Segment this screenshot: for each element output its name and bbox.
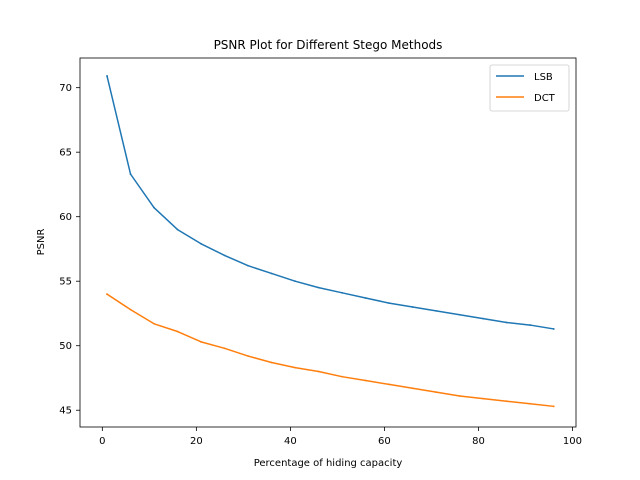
data-point-lsb xyxy=(529,324,532,326)
data-point-dct xyxy=(482,397,485,400)
y-tick-label: 70 xyxy=(59,83,72,94)
data-point-dct xyxy=(129,308,132,311)
x-tick-label: 20 xyxy=(190,436,203,447)
data-point-dct xyxy=(247,355,249,357)
data-point-lsb xyxy=(458,313,461,316)
plot-area xyxy=(80,58,576,427)
data-point-dct xyxy=(435,391,438,394)
series-layer xyxy=(105,75,555,408)
legend-label-lsb: LSB xyxy=(534,72,553,83)
y-tick-label: 45 xyxy=(59,406,72,417)
y-axis-label: PSNR xyxy=(36,229,47,256)
x-tick-label: 0 xyxy=(99,436,105,447)
data-point-dct xyxy=(176,330,179,333)
data-point-lsb xyxy=(200,242,202,245)
data-point-dct xyxy=(411,387,414,390)
data-point-dct xyxy=(317,370,320,373)
y-tick-label: 65 xyxy=(59,148,72,159)
data-point-dct xyxy=(153,322,155,325)
x-axis-ticks: 0 20 40 60 80 100 xyxy=(99,427,582,447)
data-point-lsb xyxy=(247,264,249,267)
data-point-lsb xyxy=(505,321,508,324)
data-point-lsb xyxy=(129,173,132,176)
data-point-lsb xyxy=(153,206,155,209)
data-point-dct xyxy=(388,383,391,386)
data-point-dct xyxy=(552,405,555,408)
data-point-dct xyxy=(270,361,273,364)
chart-title: PSNR Plot for Different Stego Methods xyxy=(214,38,443,52)
x-axis-label: Percentage of hiding capacity xyxy=(254,458,403,469)
y-tick-label: 55 xyxy=(59,277,72,288)
data-point-lsb xyxy=(411,306,414,308)
series-line-dct xyxy=(105,293,555,408)
data-point-dct xyxy=(106,293,108,296)
data-point-dct xyxy=(505,400,508,403)
data-point-lsb xyxy=(364,297,367,299)
data-point-dct xyxy=(294,366,296,369)
y-axis-ticks: 45 50 55 60 65 70 xyxy=(59,83,80,417)
data-point-dct xyxy=(458,395,461,397)
x-tick-label: 60 xyxy=(378,436,391,447)
data-point-lsb xyxy=(388,302,391,305)
data-point-dct xyxy=(529,402,532,405)
data-point-lsb xyxy=(270,272,273,275)
series-line-lsb xyxy=(106,75,555,330)
legend: LSB DCT xyxy=(489,64,570,112)
data-point-lsb xyxy=(223,254,226,257)
data-point-dct xyxy=(341,375,343,378)
data-point-lsb xyxy=(482,317,485,320)
x-tick-label: 100 xyxy=(563,436,582,447)
data-point-dct xyxy=(223,347,226,350)
data-point-dct xyxy=(364,379,367,382)
data-point-lsb xyxy=(341,291,343,294)
data-point-lsb xyxy=(317,286,320,289)
legend-box xyxy=(489,64,570,112)
data-point-lsb xyxy=(176,228,179,231)
data-point-lsb xyxy=(552,328,555,330)
data-point-dct xyxy=(200,340,202,343)
data-point-lsb xyxy=(106,75,108,77)
x-tick-label: 40 xyxy=(284,436,297,447)
plot-frame xyxy=(79,57,577,428)
y-tick-label: 60 xyxy=(59,212,72,223)
data-point-lsb xyxy=(435,309,438,312)
legend-label-dct: DCT xyxy=(534,93,556,104)
data-point-lsb xyxy=(294,280,296,283)
y-tick-label: 50 xyxy=(59,341,72,352)
x-tick-label: 80 xyxy=(472,436,485,447)
